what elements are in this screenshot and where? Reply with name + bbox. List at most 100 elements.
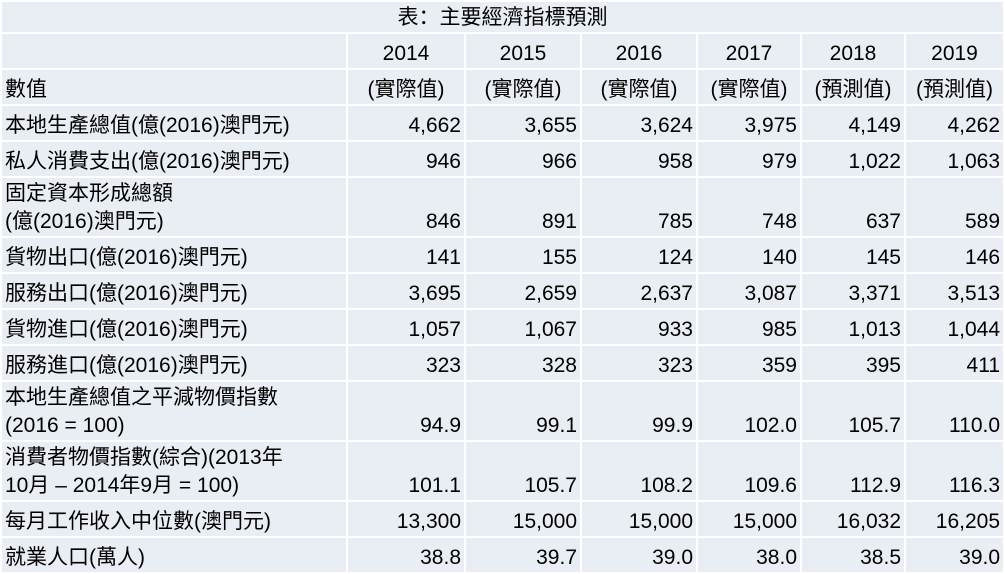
table-row: 本地生產總值(億(2016)澳門元) 4,662 3,655 3,624 3,975 4,… [0,104,1005,142]
row-label: 本地生產總值之平減物價指數 (2016 = 100) [0,380,348,442]
row-label: 每月工作收入中位數(澳門元) [0,500,348,538]
header-corner-empty [0,32,348,70]
row-label: 固定資本形成總額 (億(2016)澳門元) [0,176,348,238]
cell-value: 328 [464,344,582,382]
year-header: 2016 [580,32,698,70]
cell-value: 39.0 [580,536,698,574]
table-row: 就業人口(萬人) 38.8 39.7 39.0 38.0 38.5 39.0 [0,536,1005,574]
row-label: 本地生產總值(億(2016)澳門元) [0,104,348,142]
cell-value: 15,000 [464,500,582,538]
value-type-header: (實際值) [346,68,466,106]
cell-value: 3,371 [800,272,906,310]
row-label: 服務出口(億(2016)澳門元) [0,272,348,310]
cell-value: 846 [346,176,466,238]
cell-value: 3,695 [346,272,466,310]
cell-value: 124 [580,236,698,274]
table-row: 每月工作收入中位數(澳門元) 13,300 15,000 15,000 15,000 16… [0,500,1005,538]
cell-value: 13,300 [346,500,466,538]
cell-value: 112.9 [800,440,906,502]
row-label: 消費者物價指數(綜合)(2013年 10月 – 2014年9月 = 100) [0,440,348,502]
row-label-line: 每月工作收入中位數(澳門元) [5,510,271,533]
cell-value: 94.9 [346,380,466,442]
cell-value: 323 [580,344,698,382]
row-label-line: 就業人口(萬人) [5,546,145,569]
row-label: 服務進口(億(2016)澳門元) [0,344,348,382]
row-label: 貨物出口(億(2016)澳門元) [0,236,348,274]
cell-value: 1,022 [800,140,906,178]
value-type-header: (預測值) [903,68,1005,106]
cell-value: 105.7 [800,380,906,442]
cell-value: 140 [696,236,802,274]
year-header: 2018 [800,32,906,70]
cell-value: 15,000 [580,500,698,538]
cell-value: 3,513 [903,272,1005,310]
cell-value: 38.5 [800,536,906,574]
cell-value: 3,975 [696,104,802,142]
table-row: 服務進口(億(2016)澳門元) 323 328 323 359 395 411 [0,344,1005,382]
cell-value: 39.0 [903,536,1005,574]
value-type-header: (實際值) [580,68,698,106]
cell-value: 1,013 [800,308,906,346]
value-type-header: (預測值) [800,68,906,106]
cell-value: 38.8 [346,536,466,574]
cell-value: 395 [800,344,906,382]
cell-value: 146 [903,236,1005,274]
row-label-line: 消費者物價指數(綜合)(2013年 [5,446,283,469]
cell-value: 3,655 [464,104,582,142]
cell-value: 589 [903,176,1005,238]
row-label-line: 貨物進口(億(2016)澳門元) [5,318,248,341]
cell-value: 985 [696,308,802,346]
cell-value: 4,149 [800,104,906,142]
table-body: 本地生產總值(億(2016)澳門元) 4,662 3,655 3,624 3,975 4,… [0,104,1005,574]
row-label-line: 服務出口(億(2016)澳門元) [5,282,248,305]
table-row: 服務出口(億(2016)澳門元) 3,695 2,659 2,637 3,087 3,37… [0,272,1005,310]
row-label-line: 固定資本形成總額 [5,182,173,205]
cell-value: 109.6 [696,440,802,502]
row-label-line: 10月 – 2014年9月 = 100) [5,474,240,497]
year-header: 2019 [903,32,1005,70]
cell-value: 16,205 [903,500,1005,538]
cell-value: 323 [346,344,466,382]
cell-value: 946 [346,140,466,178]
cell-value: 933 [580,308,698,346]
cell-value: 141 [346,236,466,274]
cell-value: 16,032 [800,500,906,538]
value-type-header: (實際值) [696,68,802,106]
row-label: 貨物進口(億(2016)澳門元) [0,308,348,346]
cell-value: 966 [464,140,582,178]
cell-value: 891 [464,176,582,238]
cell-value: 1,057 [346,308,466,346]
row-label-line: 私人消費支出(億(2016)澳門元) [5,150,290,173]
cell-value: 1,044 [903,308,1005,346]
cell-value: 637 [800,176,906,238]
cell-value: 101.1 [346,440,466,502]
cell-value: 1,067 [464,308,582,346]
cell-value: 39.7 [464,536,582,574]
cell-value: 116.3 [903,440,1005,502]
table-row: 本地生產總值之平減物價指數 (2016 = 100) 94.9 99.1 99.9 102… [0,380,1005,442]
cell-value: 958 [580,140,698,178]
row-label: 就業人口(萬人) [0,536,348,574]
cell-value: 411 [903,344,1005,382]
cell-value: 359 [696,344,802,382]
table-row: 固定資本形成總額 (億(2016)澳門元) 846 891 785 748 637 589 [0,176,1005,238]
table-row: 消費者物價指數(綜合)(2013年 10月 – 2014年9月 = 100) 101… [0,440,1005,502]
cell-value: 108.2 [580,440,698,502]
row-label-line: 服務進口(億(2016)澳門元) [5,354,248,377]
row-label-line: (億(2016)澳門元) [5,210,164,233]
row-label: 私人消費支出(億(2016)澳門元) [0,140,348,178]
cell-value: 4,662 [346,104,466,142]
table-row: 貨物進口(億(2016)澳門元) 1,057 1,067 933 985 1,013 1,0… [0,308,1005,346]
row-label-line: 本地生產總值之平減物價指數 [5,386,278,409]
cell-value: 99.1 [464,380,582,442]
cell-value: 99.9 [580,380,698,442]
table-row: 貨物出口(億(2016)澳門元) 141 155 124 140 145 146 [0,236,1005,274]
corner-label: 數值 [0,68,348,106]
row-label-line: 本地生產總值(億(2016)澳門元) [5,114,290,137]
cell-value: 3,087 [696,272,802,310]
cell-value: 105.7 [464,440,582,502]
row-label-line: (2016 = 100) [5,414,125,437]
cell-value: 1,063 [903,140,1005,178]
